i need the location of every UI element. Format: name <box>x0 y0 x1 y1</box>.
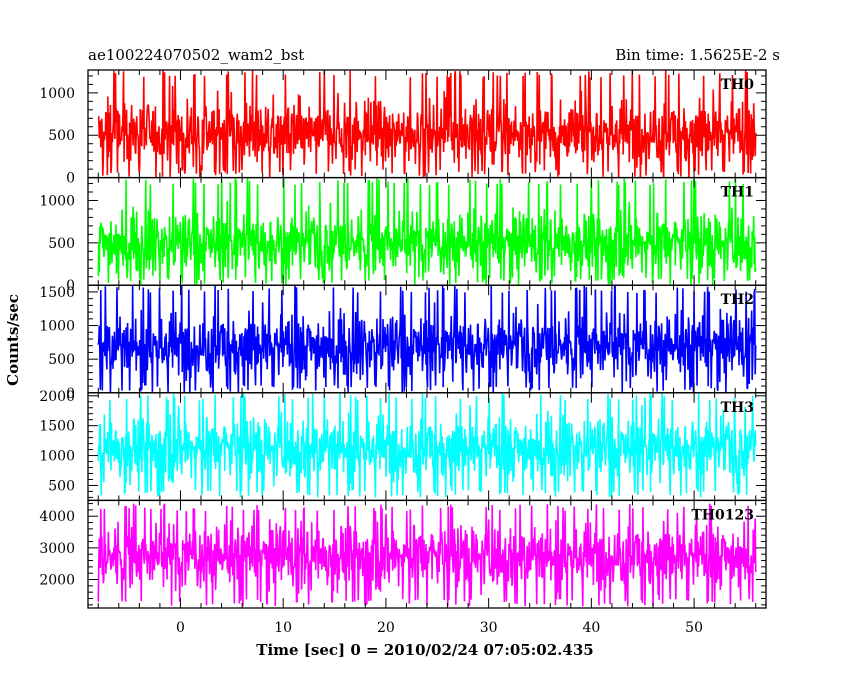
y-tick-label: 1000 <box>39 319 75 335</box>
y-axis-label: Counts/sec <box>4 294 22 386</box>
panel-th0: 0 500 1000 TH0 <box>39 69 767 187</box>
panel-label: TH0 <box>721 77 755 93</box>
series-th3 <box>97 392 757 498</box>
panel-th3: 500 1000 1500 2000 TH3 <box>39 389 767 502</box>
series-th0 <box>97 70 757 179</box>
y-tick-label: 1500 <box>39 419 75 435</box>
y-tick-label: 500 <box>48 352 75 368</box>
y-tick-label: 4000 <box>39 509 75 525</box>
y-tick-label: 3000 <box>39 541 75 557</box>
x-tick-label: 40 <box>582 620 600 636</box>
x-tick-label: 0 <box>176 620 185 636</box>
panel-label: TH2 <box>721 292 754 308</box>
y-tick-label: 0 <box>66 386 75 402</box>
chart-title: ae100224070502_wam2_bst <box>88 46 304 64</box>
y-tick-label: 0 <box>66 278 75 294</box>
panel-label: TH1 <box>721 185 754 201</box>
panel-th0123: 2000 3000 4000 TH0123 <box>39 499 767 609</box>
series-th2 <box>97 285 757 393</box>
y-tick-label: 2000 <box>39 573 75 589</box>
y-tick-label: 500 <box>48 478 75 494</box>
bin-time-label: Bin time: 1.5625E-2 s <box>615 46 780 64</box>
x-tick-label: 30 <box>480 620 498 636</box>
y-tick-label: 1000 <box>39 86 75 102</box>
y-tick-label: 1500 <box>39 285 75 301</box>
panel-th2: 0 500 1000 1500 TH2 <box>39 284 767 402</box>
y-tick-label: 500 <box>48 236 75 252</box>
y-tick-label: 0 <box>66 171 75 187</box>
panel-label: TH3 <box>721 400 754 416</box>
x-tick-label: 20 <box>377 620 395 636</box>
x-axis-label: Time [sec] 0 = 2010/02/24 07:05:02.435 <box>256 641 593 659</box>
y-tick-label: 1000 <box>39 449 75 465</box>
panel-label: TH0123 <box>691 507 754 523</box>
y-tick-label: 1000 <box>39 193 75 209</box>
y-tick-label: 500 <box>48 128 75 144</box>
x-tick-label: 10 <box>274 620 292 636</box>
y-tick-label: 2000 <box>39 389 75 405</box>
x-tick-label: 50 <box>685 620 703 636</box>
series-th1 <box>97 177 757 286</box>
panel-th1: 0 500 1000 TH1 <box>39 176 767 294</box>
series-th0123 <box>97 503 757 607</box>
